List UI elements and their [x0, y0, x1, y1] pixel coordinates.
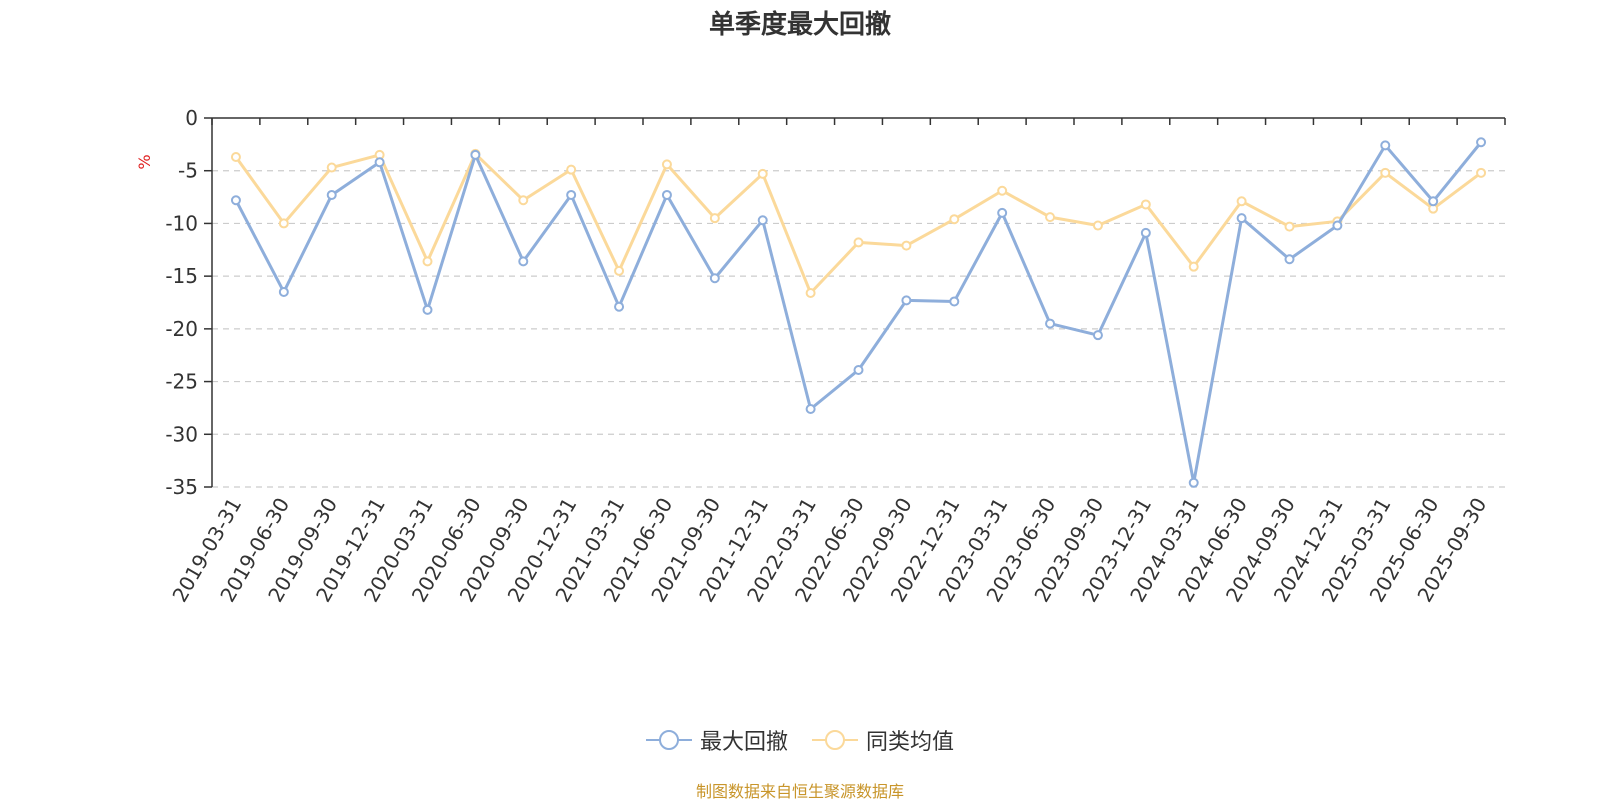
series-0-point[interactable]	[1284, 254, 1295, 265]
series-0-point[interactable]	[805, 403, 816, 414]
series-0-point[interactable]	[422, 304, 433, 315]
series-0-point[interactable]	[1332, 220, 1343, 231]
y-tick-label: -35	[165, 475, 198, 499]
series-0-point[interactable]	[566, 189, 577, 200]
source-note: 制图数据来自恒生聚源数据库	[695, 782, 904, 801]
series-1-point[interactable]	[949, 214, 960, 225]
series-0-point[interactable]	[518, 256, 529, 267]
series-0-point[interactable]	[709, 273, 720, 284]
series-0-point[interactable]	[1428, 196, 1439, 207]
y-tick-label: -10	[165, 211, 198, 235]
grid-lines	[212, 170, 1505, 488]
series-1-point[interactable]	[1380, 167, 1391, 178]
series-1-point[interactable]	[853, 237, 864, 248]
series-0-point[interactable]	[614, 301, 625, 312]
series-1-point[interactable]	[1188, 261, 1199, 272]
series-0-point[interactable]	[901, 295, 912, 306]
series-1-point[interactable]	[709, 213, 720, 224]
legend-item-series-0[interactable]: 最大回撤	[645, 724, 788, 756]
series-1-point[interactable]	[1476, 167, 1487, 178]
series-1-point[interactable]	[566, 164, 577, 175]
series-0-point[interactable]	[1380, 140, 1391, 151]
series-0-point[interactable]	[470, 149, 481, 160]
series-1-point[interactable]	[1045, 212, 1056, 223]
y-tick-label: -15	[165, 264, 198, 288]
series-1-point[interactable]	[805, 288, 816, 299]
legend-marker-series-0	[645, 730, 692, 750]
legend-marker-series-1	[812, 730, 858, 750]
series-1-point[interactable]	[1092, 220, 1103, 231]
series-0-point[interactable]	[757, 215, 768, 226]
series-1-point[interactable]	[614, 265, 625, 276]
series-1-point[interactable]	[997, 185, 1008, 196]
legend-item-series-1[interactable]: 同类均值	[812, 724, 954, 756]
series-0-point[interactable]	[1476, 137, 1487, 148]
series-0-point[interactable]	[949, 296, 960, 307]
y-tick-label: -5	[178, 159, 198, 183]
series-0-point[interactable]	[278, 286, 289, 297]
series-1-point[interactable]	[518, 195, 529, 206]
series-1-point[interactable]	[326, 162, 337, 173]
y-tick-label: 0	[185, 106, 198, 130]
series-0-point[interactable]	[1140, 227, 1151, 238]
y-tick-label: -25	[165, 370, 198, 394]
chart-title: 单季度最大回撤	[708, 10, 891, 40]
series-0-point[interactable]	[230, 195, 241, 206]
legend: 最大回撤 同类均值	[0, 724, 1600, 756]
series-0-point[interactable]	[374, 157, 385, 168]
series-0-point[interactable]	[661, 189, 672, 200]
axes: 0-5-10-15-20-25-30-352019-03-312019-06-3…	[165, 106, 1506, 606]
series-1-point[interactable]	[661, 159, 672, 170]
series-1-point[interactable]	[1284, 221, 1295, 232]
series-1-point[interactable]	[1140, 199, 1151, 210]
series-0-point[interactable]	[1092, 330, 1103, 341]
series-0-point[interactable]	[1188, 477, 1199, 488]
series-0-point[interactable]	[1236, 213, 1247, 224]
series-0-point[interactable]	[853, 364, 864, 375]
y-tick-label: -20	[165, 317, 198, 341]
series-1-point[interactable]	[230, 152, 241, 163]
series-0-point[interactable]	[997, 207, 1008, 218]
series-line-0	[234, 141, 1483, 485]
series-1-point[interactable]	[422, 256, 433, 267]
y-axis-label: %	[135, 154, 154, 169]
series-1-point[interactable]	[901, 240, 912, 251]
series-0-point[interactable]	[326, 189, 337, 200]
legend-label-series-1: 同类均值	[866, 730, 955, 755]
series-1-point[interactable]	[278, 218, 289, 229]
series-1-point[interactable]	[757, 168, 768, 179]
y-tick-label: -30	[165, 422, 198, 446]
series-0-point[interactable]	[1045, 318, 1056, 329]
legend-label-series-0: 最大回撤	[699, 730, 788, 755]
series-lines	[230, 137, 1487, 488]
series-1-point[interactable]	[1236, 196, 1247, 207]
